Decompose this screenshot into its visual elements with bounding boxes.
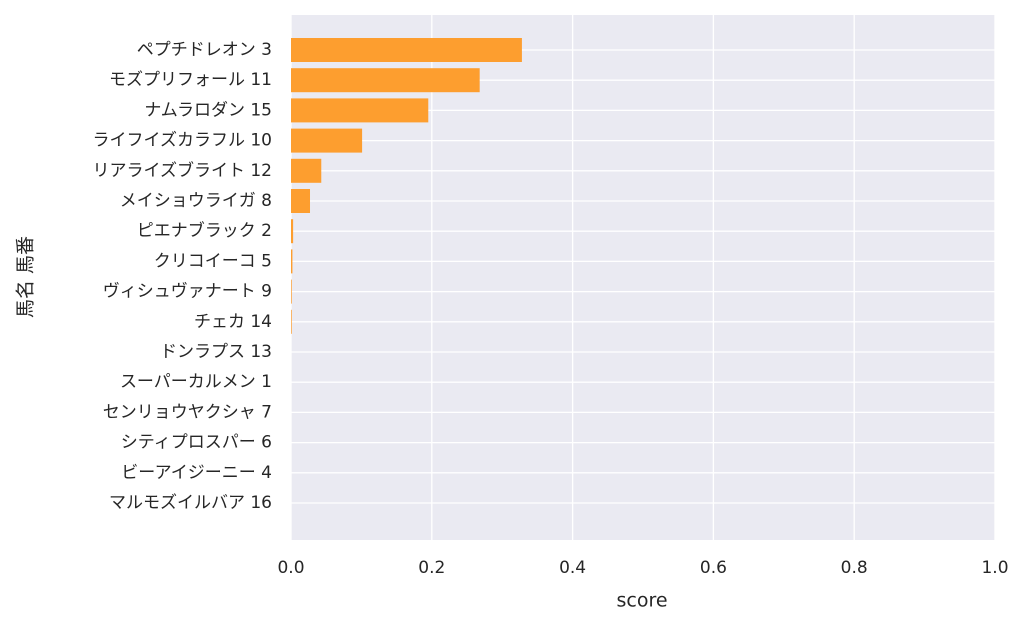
y-tick-label: ライフイズカラフル 10 [92,131,272,151]
bar [291,38,522,62]
y-tick-label: メイショウライガ 8 [120,191,272,211]
x-tick-label: 0.2 [418,558,445,578]
plot-area [291,15,995,540]
bar [291,68,480,93]
bar [291,98,429,123]
x-axis-label: score [616,590,667,612]
y-tick-label: ペプチドレオン 3 [137,40,272,60]
y-tick-label: チェカ 14 [194,312,272,332]
y-tick-label: スーパーカルメン 1 [120,372,272,392]
bar [291,279,292,304]
y-tick-label: ヴィシュヴァナート 9 [103,282,272,302]
y-axis-label: 馬名 馬番 [15,236,37,318]
x-tick-label: 0.8 [841,558,868,578]
y-tick-label: クリコイーコ 5 [154,251,272,271]
y-tick-label: ビーアイジーニー 4 [121,463,272,483]
bar [291,309,292,334]
y-tick-label: ピエナブラック 2 [137,220,272,241]
x-tick-label: 0.6 [700,558,727,578]
y-tick-label: モズプリフォール 11 [109,70,272,90]
x-tick-label: 1.0 [981,558,1008,578]
bar [291,189,311,213]
bar [291,249,293,274]
x-tick-label: 0.0 [277,558,304,578]
y-tick-label: シティプロスパー 6 [121,433,272,453]
y-tick-label: センリョウヤクシャ 7 [103,402,272,422]
x-tick-label: 0.4 [559,558,586,578]
y-tick-label: ドンラプス 13 [160,342,272,362]
y-tick-label: リアライズブライト 12 [92,160,272,181]
bar [291,219,294,244]
bar [291,128,363,153]
y-tick-label: ナムラロダン 15 [144,100,272,120]
y-tick-label: マルモズイルバア 16 [109,493,272,513]
bar [291,158,322,183]
